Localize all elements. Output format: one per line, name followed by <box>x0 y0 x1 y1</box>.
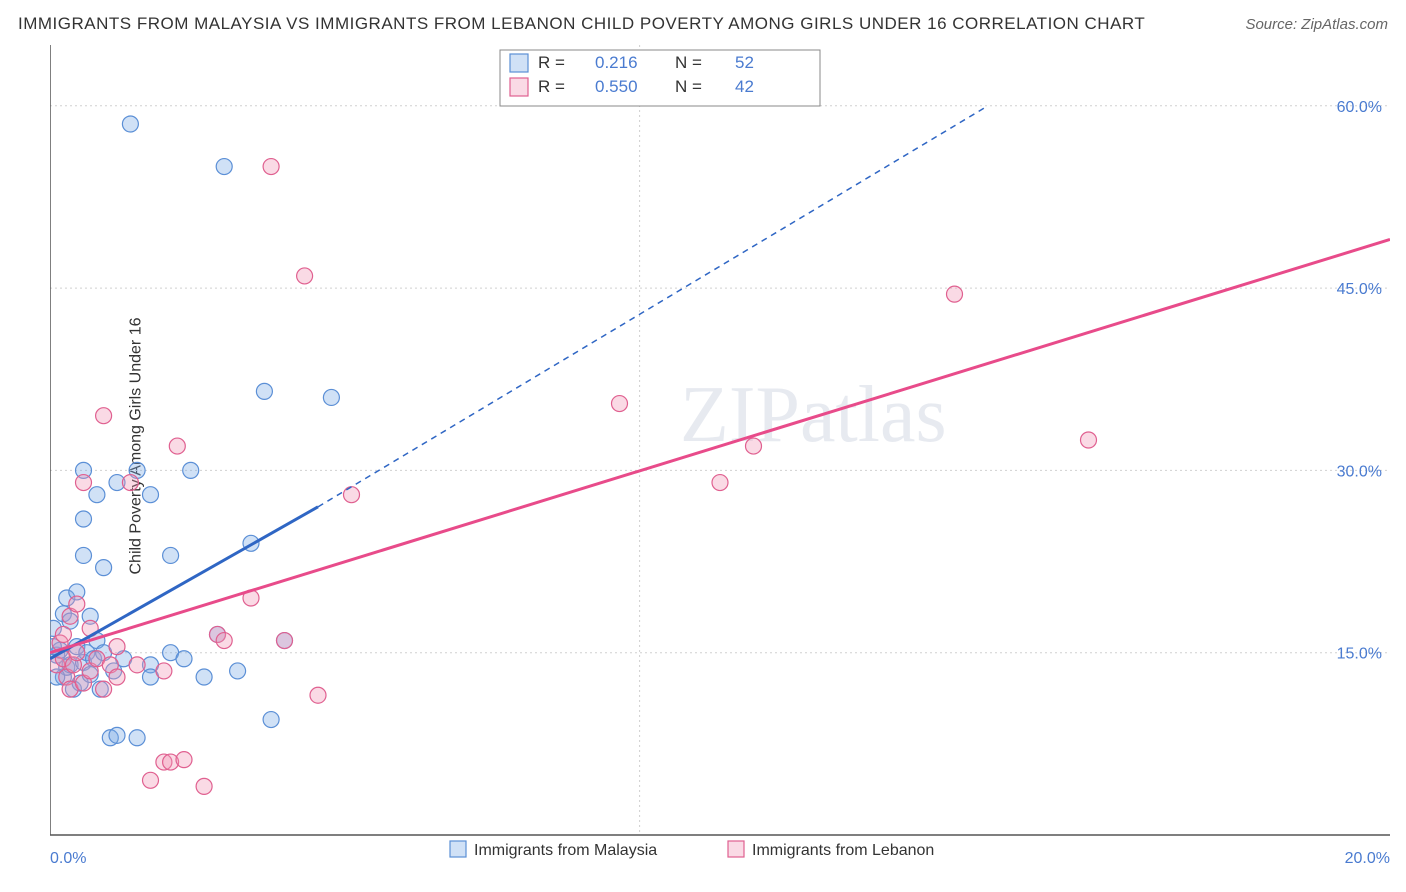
scatter-point <box>1081 432 1097 448</box>
stats-r-value: 0.216 <box>595 53 638 72</box>
source-label: Source: ZipAtlas.com <box>1245 16 1388 33</box>
legend-label: Immigrants from Malaysia <box>474 842 657 859</box>
scatter-point <box>143 772 159 788</box>
scatter-point <box>263 159 279 175</box>
scatter-point <box>55 626 71 642</box>
y-tick-label: 30.0% <box>1337 463 1382 480</box>
y-tick-label: 45.0% <box>1337 281 1382 298</box>
scatter-point <box>169 438 185 454</box>
stats-r-label: R = <box>538 53 565 72</box>
scatter-point <box>129 657 145 673</box>
scatter-point <box>216 633 232 649</box>
y-tick-label: 60.0% <box>1337 99 1382 116</box>
correlation-scatter-chart: R = 0.216 N = 52 R = 0.550 N = 42 15.0% 30.0% 45.… <box>50 45 1390 885</box>
scatter-point <box>122 475 138 491</box>
scatter-point <box>69 596 85 612</box>
scatter-point <box>746 438 762 454</box>
regression-line-extrapolated <box>318 106 988 507</box>
scatter-point <box>297 268 313 284</box>
stats-r-label: R = <box>538 77 565 96</box>
legend-label: Immigrants from Lebanon <box>752 842 934 859</box>
scatter-point <box>109 669 125 685</box>
scatter-point <box>230 663 246 679</box>
scatter-point <box>947 286 963 302</box>
scatter-point <box>712 475 728 491</box>
stats-n-value: 42 <box>735 77 754 96</box>
scatter-point <box>96 681 112 697</box>
legend-swatch <box>510 54 528 72</box>
scatter-point <box>76 475 92 491</box>
legend-swatch <box>510 78 528 96</box>
scatter-point <box>76 547 92 563</box>
stats-r-value: 0.550 <box>595 77 638 96</box>
scatter-point <box>196 778 212 794</box>
scatter-point <box>109 727 125 743</box>
scatter-point <box>143 487 159 503</box>
scatter-point <box>196 669 212 685</box>
scatter-point <box>109 639 125 655</box>
scatter-point <box>122 116 138 132</box>
scatter-point <box>277 633 293 649</box>
scatter-point <box>183 462 199 478</box>
scatter-point <box>89 487 105 503</box>
scatter-point <box>163 547 179 563</box>
y-tick-label: 15.0% <box>1337 646 1382 663</box>
scatter-point <box>176 752 192 768</box>
scatter-point <box>96 408 112 424</box>
legend-swatch <box>450 841 466 857</box>
scatter-point <box>256 383 272 399</box>
legend-swatch <box>728 841 744 857</box>
stats-n-value: 52 <box>735 53 754 72</box>
scatter-point <box>323 389 339 405</box>
x-tick-label: 20.0% <box>1345 850 1390 867</box>
scatter-point <box>156 663 172 679</box>
scatter-point <box>310 687 326 703</box>
scatter-point <box>76 511 92 527</box>
regression-line <box>50 239 1390 652</box>
scatter-point <box>96 560 112 576</box>
scatter-point <box>176 651 192 667</box>
scatter-point <box>612 396 628 412</box>
stats-n-label: N = <box>675 77 702 96</box>
scatter-point <box>129 730 145 746</box>
scatter-point <box>263 712 279 728</box>
stats-n-label: N = <box>675 53 702 72</box>
page-title: IMMIGRANTS FROM MALAYSIA VS IMMIGRANTS F… <box>18 14 1145 34</box>
scatter-point <box>216 159 232 175</box>
x-tick-label: 0.0% <box>50 850 86 867</box>
scatter-point <box>344 487 360 503</box>
